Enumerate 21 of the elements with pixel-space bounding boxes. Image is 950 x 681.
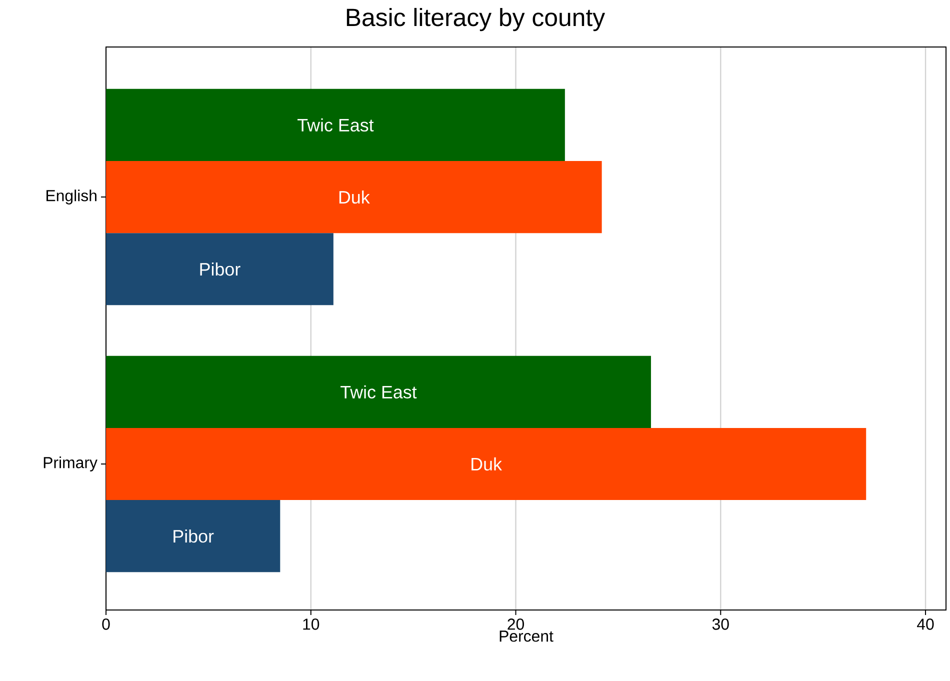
x-tick-label: 10 — [303, 618, 320, 630]
text: Twic East — [298, 118, 374, 132]
chart-title: Basic literacy by county — [346, 8, 606, 32]
series-label: Pibor — [174, 529, 214, 543]
x-tick-label: 0 — [102, 618, 110, 630]
x-axis-title: Percent — [500, 630, 554, 642]
bar — [106, 88, 565, 161]
bar — [106, 233, 334, 306]
x-tick-label: 30 — [712, 618, 729, 630]
series-label: Twic East — [340, 385, 417, 398]
y-tick-label: Primary — [44, 456, 98, 472]
x-tick-label: 40 — [917, 618, 934, 630]
bar — [106, 356, 651, 428]
x-tick-label: 20 — [508, 618, 524, 630]
text: Duk — [339, 190, 370, 204]
bar — [106, 500, 280, 572]
series-label: Duk — [472, 457, 502, 471]
y-tick-label: English — [46, 190, 96, 204]
bar — [106, 160, 602, 234]
bar — [106, 428, 866, 500]
text: Pibor — [200, 262, 240, 276]
